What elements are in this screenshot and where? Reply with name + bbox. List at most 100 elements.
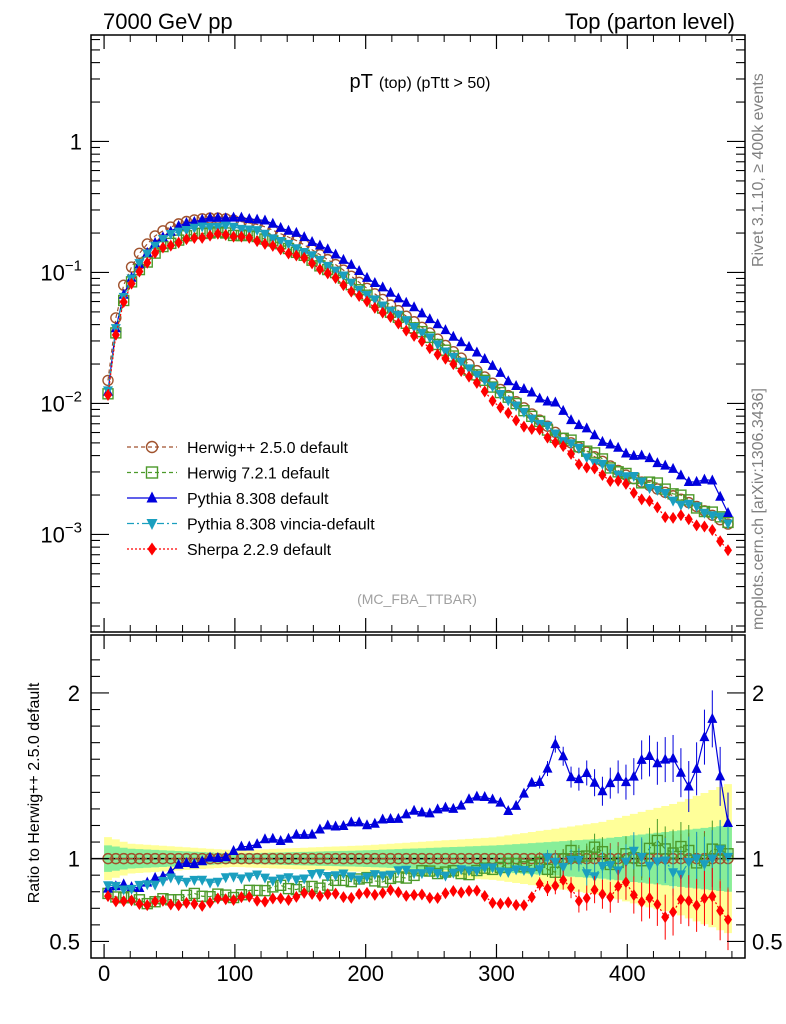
data-point [386,310,395,323]
data-point [535,423,544,436]
data-point [424,807,435,818]
series-4 [104,227,732,557]
data-point [456,799,467,810]
data-point [147,542,157,556]
data-point [369,295,380,306]
data-point [166,898,175,911]
data-point [236,874,247,885]
data-point [605,777,616,788]
data-point [614,474,623,487]
data-point [433,892,442,905]
data-point [253,235,262,248]
data-point [369,817,380,828]
data-point [504,896,513,909]
data-point [322,243,333,254]
data-point [432,318,443,329]
data-point [668,752,679,763]
data-point [636,449,647,460]
data-point [598,888,607,901]
data-point [644,452,655,463]
ratio-y-tick-label-right: 1 [752,847,764,872]
data-point [669,906,678,919]
data-point [551,436,560,449]
data-point [291,828,302,839]
legend-label: Sherpa 2.2.9 default [187,542,332,559]
data-point [361,819,372,830]
data-point [244,212,255,223]
ratio-series-2 [103,690,733,893]
data-point [133,852,146,865]
data-point [691,475,702,486]
data-point [378,887,387,900]
data-point [424,313,435,324]
data-point [308,257,317,270]
data-point [354,875,365,886]
data-point [621,876,630,889]
data-point [487,793,498,804]
data-point [292,890,301,903]
data-point [337,852,350,865]
data-point [205,223,216,234]
data-point [636,852,647,863]
data-point [480,385,489,398]
data-point [145,466,159,479]
data-point [401,808,412,819]
data-point [558,404,569,415]
data-point [449,885,458,898]
data-point [291,875,302,886]
data-point [165,865,176,876]
data-point [307,869,318,880]
data-point [661,511,670,524]
data-point [283,832,294,843]
data-point [715,490,726,501]
data-point [628,472,639,483]
data-point [441,887,450,900]
data-point [700,520,709,533]
legend-label: Pythia 8.308 default [187,491,329,508]
data-point [582,461,591,474]
legend: Herwig++ 2.5.0 default Herwig 7.2.1 defau… [127,440,375,559]
data-point [606,474,615,487]
data-point [173,875,184,886]
data-point [581,422,592,433]
data-point [582,892,591,905]
data-point [558,862,569,873]
data-point [110,881,121,892]
data-point [197,875,208,886]
data-point [259,214,270,225]
data-point [487,359,498,370]
data-point [353,852,365,865]
data-point [213,892,222,905]
data-point [409,869,420,880]
data-point [660,856,671,867]
data-point [440,347,451,358]
ratio-panel [90,634,746,959]
data-point [447,852,460,865]
data-point [322,852,334,865]
data-point [146,519,158,530]
data-point [606,891,615,904]
data-point [471,346,482,357]
data-point [558,750,569,761]
data-point [432,803,443,814]
data-point [229,230,238,243]
data-point [378,306,387,319]
data-point [471,370,482,381]
data-point [182,896,191,909]
data-point [652,857,663,868]
data-point [551,879,560,892]
data-point [205,878,216,889]
data-point [707,712,718,723]
data-point [518,407,529,418]
data-point [361,872,372,883]
data-point [487,863,498,874]
data-point [605,464,616,475]
data-point [104,389,113,402]
data-point [354,265,365,276]
data-point [220,212,231,223]
ratio-y-tick-label-left: 0.5 [49,929,80,954]
data-point [566,439,577,450]
data-point [300,886,309,899]
data-point [707,474,718,485]
data-point [237,891,246,904]
